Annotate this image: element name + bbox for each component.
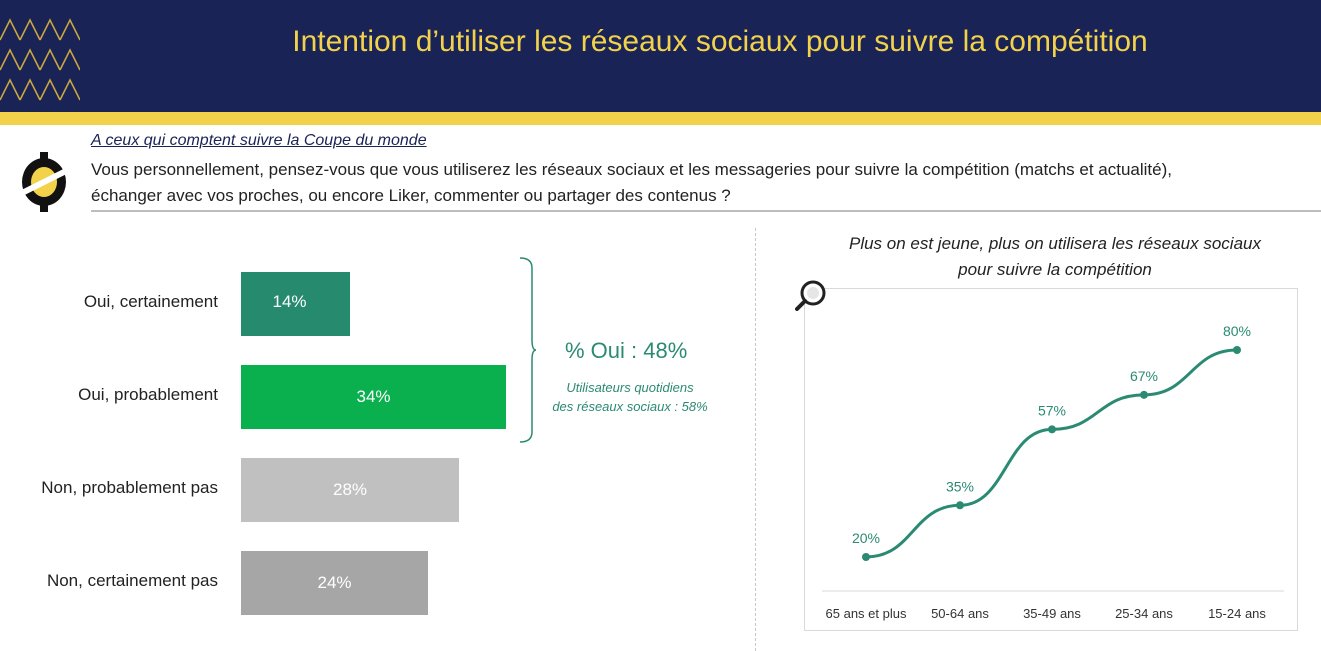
line-chart-title-line-2: pour suivre la compétition (958, 260, 1152, 279)
summary-bracket (519, 257, 536, 443)
bar-category-label: Oui, probablement (78, 385, 218, 404)
question-divider (91, 210, 1321, 212)
daily-users-note-line-2: des réseaux sociaux : 58% (552, 399, 708, 414)
bar: 28% (241, 458, 459, 522)
bar: 34% (241, 365, 506, 429)
bar: 14% (241, 272, 350, 336)
magnifier-icon (795, 280, 826, 311)
oui-total-label: % Oui : 48% (565, 338, 688, 363)
question-text: Vous personnellement, pensez-vous que vo… (91, 157, 1291, 209)
bar-value-label: 28% (332, 480, 368, 499)
x-tick-label: 50-64 ans (931, 606, 989, 621)
data-label: 20% (852, 530, 880, 546)
line-chart-title-line-1: Plus on est jeune, plus on utilisera les… (848, 234, 1261, 253)
question-line-1: Vous personnellement, pensez-vous que vo… (91, 160, 1172, 179)
bar-category-label: Non, probablement pas (41, 478, 218, 497)
section-divider (755, 228, 756, 651)
bar-value-label: 24% (317, 573, 352, 592)
data-point (862, 553, 870, 561)
x-tick-label: 35-49 ans (1023, 606, 1081, 621)
page-title: Intention d’utiliser les réseaux sociaux… (292, 25, 1148, 58)
header-accent-stripe (0, 112, 1321, 125)
x-tick-label: 65 ans et plus (826, 606, 907, 621)
bar-category-label: Oui, certainement (83, 292, 218, 311)
data-label: 57% (1038, 402, 1066, 418)
header-banner: Intention d’utiliser les réseaux sociaux… (0, 0, 1321, 112)
x-tick-label: 15-24 ans (1208, 606, 1266, 621)
daily-users-note-line-1: Utilisateurs quotidiens (566, 380, 694, 395)
data-point (1048, 425, 1056, 434)
data-label: 67% (1130, 368, 1158, 384)
x-tick-label: 25-34 ans (1115, 606, 1173, 621)
decorative-pattern-icon (0, 18, 80, 101)
data-label: 35% (946, 478, 974, 494)
line-chart-title: Plus on est jeune, plus on utilisera les… (820, 231, 1290, 283)
series-line (865, 348, 1238, 559)
data-point (1233, 346, 1241, 354)
line-chart-frame (804, 288, 1298, 631)
line-chart: 20% 65 ans et plus 35% 50-64 ans 57% 35-49 an… (822, 323, 1284, 621)
bar-value-label: 14% (272, 292, 307, 311)
data-label: 80% (1223, 323, 1251, 339)
bar-category-label: Non, certainement pas (46, 571, 218, 590)
bar-value-label: 34% (356, 387, 391, 406)
bar: 24% (241, 551, 428, 615)
question-line-2: échanger avec vos proches, ou encore Lik… (91, 186, 731, 205)
brand-logo-icon (18, 152, 70, 212)
data-point (1140, 390, 1148, 399)
question-subtitle: A ceux qui comptent suivre la Coupe du m… (91, 132, 427, 149)
daily-users-note: Utilisateurs quotidiens des réseaux soci… (538, 378, 722, 416)
data-point (956, 501, 964, 510)
